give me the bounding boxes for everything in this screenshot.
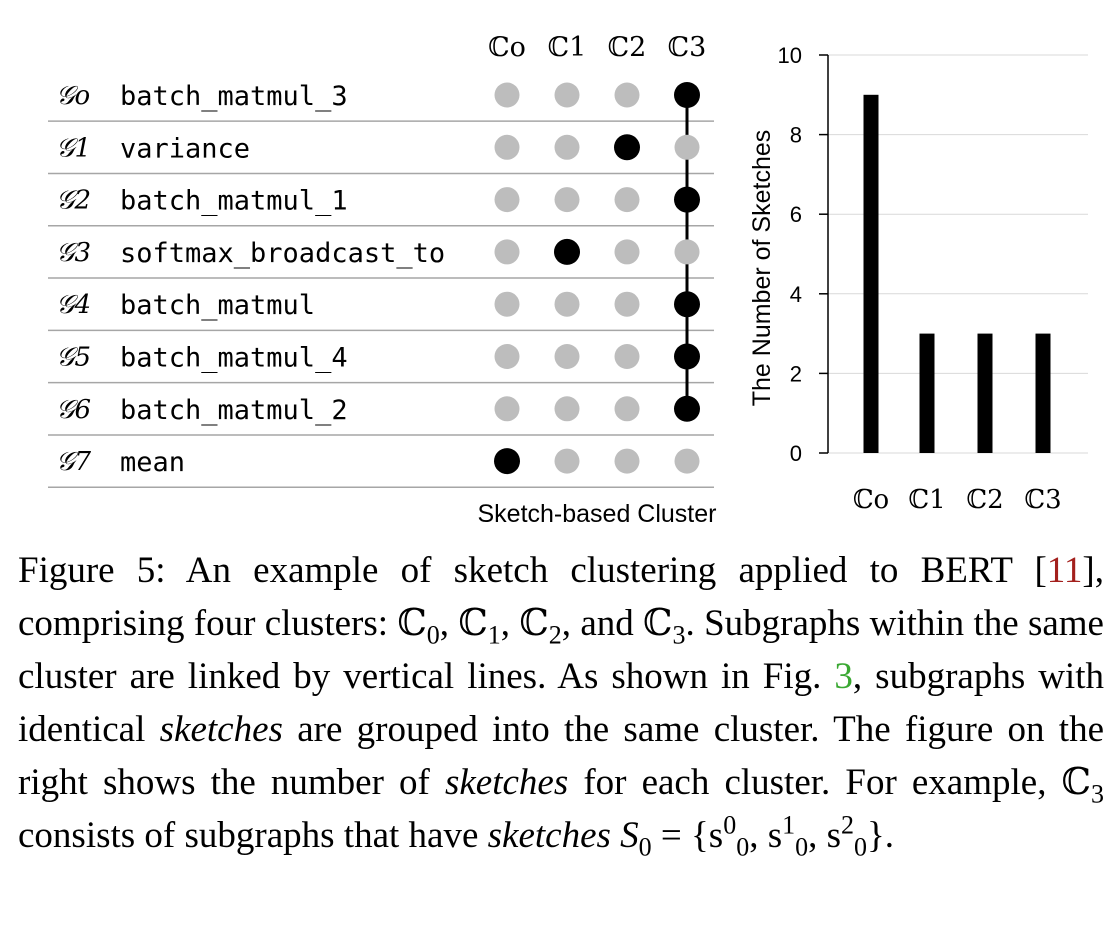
- bar: [977, 333, 993, 453]
- graph-id-label: 𝒢6: [56, 395, 91, 425]
- bar: [863, 94, 879, 454]
- membership-dot: [614, 396, 640, 422]
- membership-dot: [614, 448, 640, 474]
- subgraph-name-label: batch_matmul_2: [120, 395, 348, 426]
- y-tick-label: 4: [790, 282, 802, 307]
- membership-dot: [494, 396, 520, 422]
- x-tick-label: ℂ1: [908, 485, 945, 515]
- membership-dot-active: [554, 238, 580, 265]
- membership-dot: [674, 134, 700, 160]
- membership-dot: [614, 344, 640, 369]
- membership-dot: [494, 344, 520, 369]
- caption-label: Figure 5:: [18, 550, 166, 591]
- membership-dot: [554, 396, 580, 422]
- membership-dot-active: [674, 395, 700, 422]
- graph-id-label: 𝒢5: [56, 343, 91, 373]
- membership-dot: [494, 239, 520, 265]
- membership-dot-active: [614, 134, 640, 161]
- cluster-header-label: ℂo: [488, 32, 526, 63]
- citation-link[interactable]: 11: [1046, 550, 1083, 591]
- graph-id-label: 𝒢3: [56, 238, 91, 268]
- sketch-count-bar-chart: 0 2 4 6 8 10 The Number of Sketches ℂo ℂ1 ℂ2 ℂ3: [748, 43, 1088, 515]
- x-tick-label: ℂ2: [966, 485, 1003, 515]
- membership-dot: [494, 291, 520, 317]
- y-tick-label: 6: [790, 202, 802, 227]
- graph-id-label: 𝒢4: [56, 290, 91, 320]
- membership-dot: [554, 448, 580, 474]
- y-tick-label: 2: [790, 361, 802, 386]
- membership-dot-active: [674, 291, 700, 318]
- figure-caption: Figure 5: An example of sketch clusterin…: [18, 550, 1104, 862]
- membership-dot-active: [674, 186, 700, 213]
- x-tick-label: ℂ3: [1024, 485, 1061, 515]
- bar: [919, 333, 935, 453]
- membership-dot: [614, 291, 640, 317]
- membership-dot-active: [494, 448, 520, 475]
- membership-dot: [554, 344, 580, 369]
- membership-dot: [494, 134, 520, 160]
- graph-id-label: 𝒢7: [56, 447, 92, 477]
- x-tick-label: ℂo: [853, 485, 889, 515]
- membership-dot: [614, 187, 640, 213]
- membership-dot: [614, 239, 640, 265]
- subgraph-name-label: batch_matmul: [120, 290, 315, 321]
- cluster-header-label: ℂ3: [668, 32, 707, 63]
- subgraph-name-label: variance: [120, 133, 250, 164]
- subgraph-name-label: batch_matmul_4: [120, 343, 348, 374]
- figure-ref-link[interactable]: 3: [834, 656, 853, 697]
- membership-dot: [554, 291, 580, 317]
- subgraph-name-label: mean: [120, 447, 185, 478]
- membership-dot: [494, 82, 520, 108]
- y-tick-label: 0: [790, 441, 802, 466]
- cluster-header-label: ℂ2: [608, 32, 647, 63]
- membership-dot: [554, 134, 580, 160]
- membership-dot: [674, 239, 700, 265]
- y-tick-label: 10: [778, 43, 802, 68]
- y-axis-label: The Number of Sketches: [748, 130, 776, 407]
- cluster-header-label: ℂ1: [548, 32, 587, 63]
- graph-id-label: 𝒢2: [56, 186, 91, 216]
- membership-dot-active: [674, 343, 700, 370]
- graph-id-label: 𝒢o: [56, 81, 90, 111]
- membership-dot: [554, 187, 580, 213]
- cluster-matrix: ℂo ℂ1 ℂ2 ℂ3 𝒢o batch_matmul_3 𝒢1 variance 𝒢2 batc…: [48, 32, 717, 528]
- membership-dot-active: [674, 82, 700, 108]
- subgraph-name-label: softmax_broadcast_to: [120, 238, 445, 269]
- bar: [1035, 333, 1051, 453]
- membership-dot: [554, 82, 580, 108]
- figure: ℂo ℂ1 ℂ2 ℂ3 𝒢o batch_matmul_3 𝒢1 variance 𝒢2 batc…: [48, 32, 1088, 528]
- y-tick-label: 8: [790, 123, 802, 148]
- subgraph-name-label: batch_matmul_1: [120, 186, 348, 217]
- membership-dot: [674, 448, 700, 474]
- x-axis-label: Sketch-based Cluster: [477, 500, 716, 528]
- membership-dot: [614, 82, 640, 108]
- graph-id-label: 𝒢1: [56, 133, 91, 163]
- subgraph-name-label: batch_matmul_3: [120, 81, 348, 112]
- membership-dot: [494, 187, 520, 213]
